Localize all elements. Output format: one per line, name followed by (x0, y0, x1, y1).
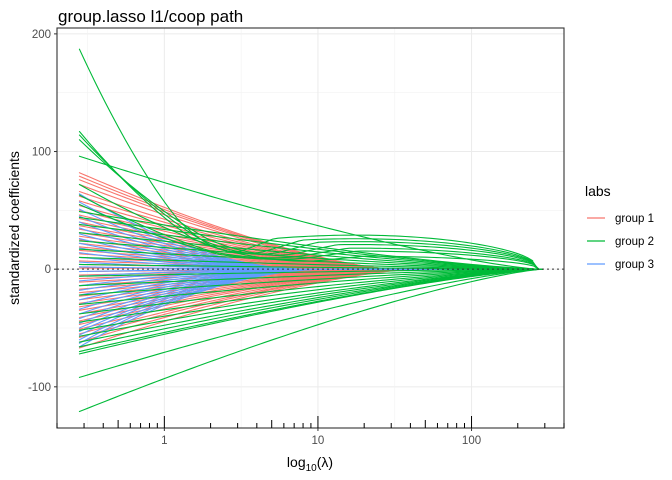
legend-label: group 2 (615, 236, 654, 248)
x-axis: 1 10 100 (56, 416, 565, 447)
series-group-2 (78, 48, 544, 413)
path-line (78, 134, 539, 270)
y-tick-label: 0 (45, 264, 51, 276)
legend-item: group 3 (585, 254, 654, 274)
legend-label: group 3 (615, 259, 654, 271)
path-line (78, 268, 542, 296)
path-line (78, 48, 534, 262)
legend-item: group 1 (585, 208, 654, 228)
legend: labs group 1 group 2 group 3 (585, 183, 654, 274)
path-line (78, 268, 542, 287)
path-line (78, 268, 543, 337)
path-line (78, 268, 542, 315)
path-line (78, 216, 540, 270)
x-tick-label: 100 (462, 435, 481, 447)
path-line (78, 240, 541, 270)
y-axis: -100 0 100 200 (28, 29, 57, 394)
x-axis-title: log10(λ) (287, 454, 333, 474)
plot-background (57, 28, 564, 428)
y-axis-title: standardized coefficients (6, 151, 22, 305)
legend-label: group 1 (615, 213, 654, 225)
chart-title: group.lasso l1/coop path (58, 7, 243, 26)
plot-area (56, 27, 565, 429)
path-line (78, 223, 541, 270)
path-line (78, 268, 543, 355)
path-line (78, 210, 540, 270)
path-line (78, 268, 544, 413)
y-tick-label: 200 (32, 29, 51, 41)
y-tick-label: -100 (28, 382, 51, 394)
path-line (78, 256, 541, 270)
x-tick-label: 10 (312, 435, 325, 447)
x-tick-label: 1 (161, 435, 167, 447)
path-line (78, 268, 541, 277)
path-line (78, 268, 542, 306)
path-line (78, 248, 541, 270)
legend-item: group 2 (585, 231, 654, 251)
path-line (78, 268, 543, 378)
path-line (78, 232, 541, 270)
path-line (78, 268, 542, 323)
path-line (78, 130, 539, 270)
y-tick-label: 100 (32, 147, 51, 159)
legend-title: labs (585, 183, 611, 199)
path-line (78, 268, 542, 331)
